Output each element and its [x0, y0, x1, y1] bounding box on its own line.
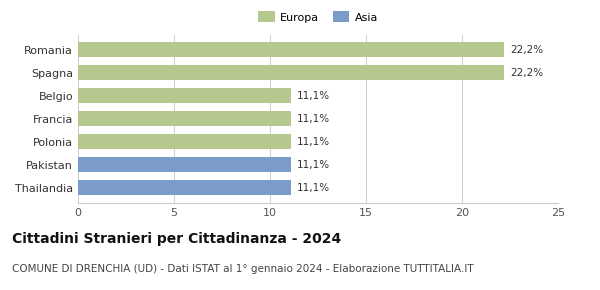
Bar — [78, 111, 291, 126]
Bar — [78, 180, 291, 195]
Text: 11,1%: 11,1% — [297, 160, 330, 170]
Text: COMUNE DI DRENCHIA (UD) - Dati ISTAT al 1° gennaio 2024 - Elaborazione TUTTITALI: COMUNE DI DRENCHIA (UD) - Dati ISTAT al … — [12, 264, 473, 274]
Text: 11,1%: 11,1% — [297, 91, 330, 101]
Bar — [78, 88, 291, 103]
Text: 22,2%: 22,2% — [510, 68, 543, 78]
Bar — [78, 42, 504, 57]
Legend: Europa, Asia: Europa, Asia — [254, 8, 382, 26]
Text: 22,2%: 22,2% — [510, 45, 543, 55]
Text: Cittadini Stranieri per Cittadinanza - 2024: Cittadini Stranieri per Cittadinanza - 2… — [12, 232, 341, 246]
Bar — [78, 157, 291, 172]
Text: 11,1%: 11,1% — [297, 114, 330, 124]
Text: 11,1%: 11,1% — [297, 137, 330, 147]
Bar — [78, 66, 504, 80]
Text: 11,1%: 11,1% — [297, 183, 330, 193]
Bar — [78, 135, 291, 149]
